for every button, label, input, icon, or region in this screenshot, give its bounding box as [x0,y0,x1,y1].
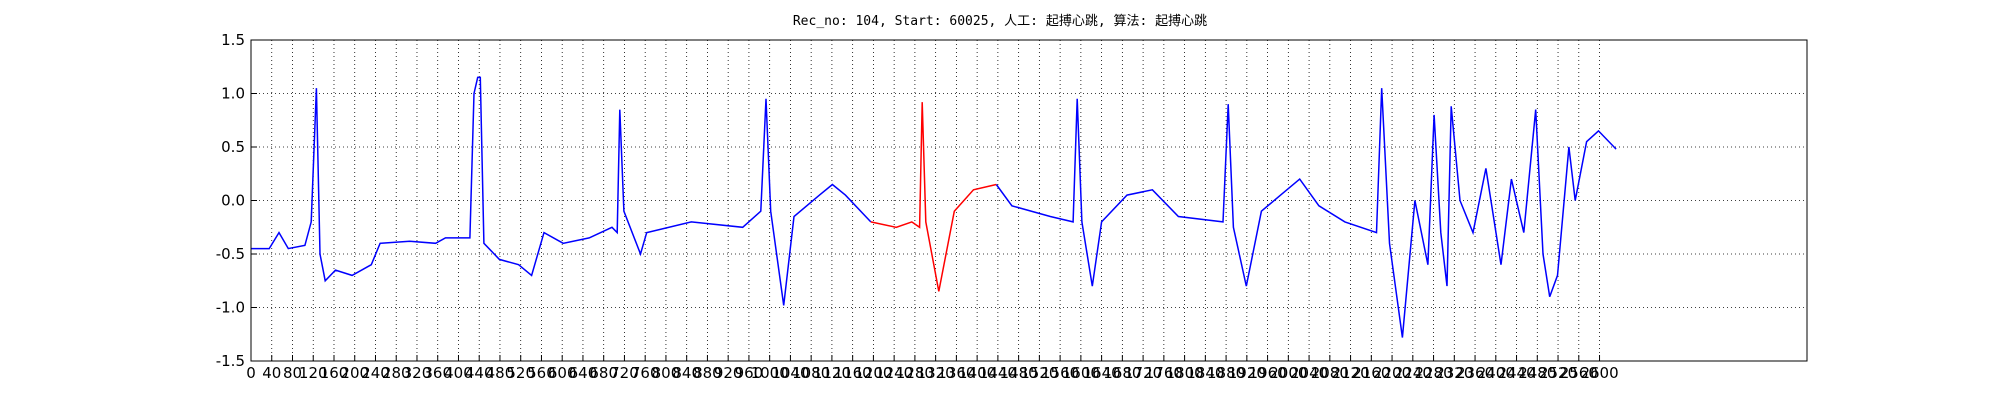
x-tick-label: 2160 [1352,364,1390,382]
x-tick-label: 1520 [1020,364,1058,382]
x-tick-label: 1880 [1207,364,1245,382]
y-tick-label: 0.0 [221,192,245,210]
x-tick-label: 880 [693,364,722,382]
x-tick-label: 920 [714,364,743,382]
x-tick-label: 2400 [1477,364,1515,382]
x-tick-label: 320 [403,364,432,382]
x-tick-label: 1080 [792,364,830,382]
x-tick-label: 680 [589,364,618,382]
x-tick-label: 2240 [1394,364,1432,382]
x-tick-label: 80 [283,364,302,382]
x-tick-label: 1040 [771,364,809,382]
x-tick-label: 720 [610,364,639,382]
x-tick-label: 440 [465,364,494,382]
ecg-line [251,76,1617,338]
x-tick-label: 2520 [1539,364,1577,382]
x-tick-label: 160 [320,364,349,382]
x-tick-label: 1440 [979,364,1017,382]
x-tick-label: 600 [548,364,577,382]
x-tick-label: 0 [246,364,256,382]
x-tick-label: 2600 [1580,364,1618,382]
x-tick-label: 400 [444,364,473,382]
y-tick-label: -1.5 [216,352,245,370]
x-tick-label: 1200 [854,364,892,382]
y-tick-label: -1.0 [216,299,245,317]
x-tick-label: 2120 [1331,364,1369,382]
x-tick-label: 2280 [1414,364,1452,382]
x-tick-label: 640 [569,364,598,382]
x-tick-label: 800 [652,364,681,382]
x-tick-label: 520 [506,364,535,382]
chart-title: Rec_no: 104, Start: 60025, 人工: 起搏心跳, 算法:… [793,13,1207,29]
x-tick-label: 2440 [1497,364,1535,382]
x-tick-label: 2360 [1456,364,1494,382]
x-tick-label: 1800 [1166,364,1204,382]
x-tick-label: 2480 [1518,364,1556,382]
y-tick-label: 1.0 [221,85,245,103]
x-tick-label: 280 [382,364,411,382]
x-tick-label: 200 [340,364,369,382]
y-tick-label: 0.5 [221,138,245,156]
x-tick-label: 1920 [1228,364,1266,382]
ecg-line [870,102,997,292]
x-tick-label: 1160 [834,364,872,382]
y-tick-label: -0.5 [216,245,245,263]
x-tick-label: 360 [423,364,452,382]
x-tick-label: 1720 [1124,364,1162,382]
x-tick-label: 2000 [1269,364,1307,382]
x-tick-label: 760 [631,364,660,382]
x-tick-label: 40 [262,364,281,382]
x-tick-label: 1480 [1000,364,1038,382]
x-tick-label: 560 [527,364,556,382]
x-tick-label: 2080 [1311,364,1349,382]
x-tick-label: 1000 [751,364,789,382]
x-tick-label: 1240 [875,364,913,382]
x-tick-label: 1760 [1145,364,1183,382]
x-tick-label: 1360 [937,364,975,382]
x-tick-label: 1840 [1186,364,1224,382]
x-tick-label: 1960 [1248,364,1286,382]
x-tick-label: 2560 [1560,364,1598,382]
x-tick-label: 2040 [1290,364,1328,382]
x-tick-label: 1120 [813,364,851,382]
x-tick-label: 1400 [958,364,996,382]
plot-frame [250,39,1808,362]
x-tick-label: 2320 [1435,364,1473,382]
x-tick-label: 2200 [1373,364,1411,382]
x-tick-label: 240 [361,364,390,382]
y-tick-label: 1.5 [221,31,245,49]
x-tick-label: 1560 [1041,364,1079,382]
x-tick-label: 1320 [917,364,955,382]
x-tick-label: 1680 [1103,364,1141,382]
x-tick-label: 1600 [1062,364,1100,382]
x-tick-label: 1640 [1083,364,1121,382]
x-tick-label: 840 [672,364,701,382]
x-tick-label: 960 [735,364,764,382]
x-tick-label: 480 [486,364,515,382]
x-tick-label: 1280 [896,364,934,382]
x-tick-label: 120 [299,364,328,382]
